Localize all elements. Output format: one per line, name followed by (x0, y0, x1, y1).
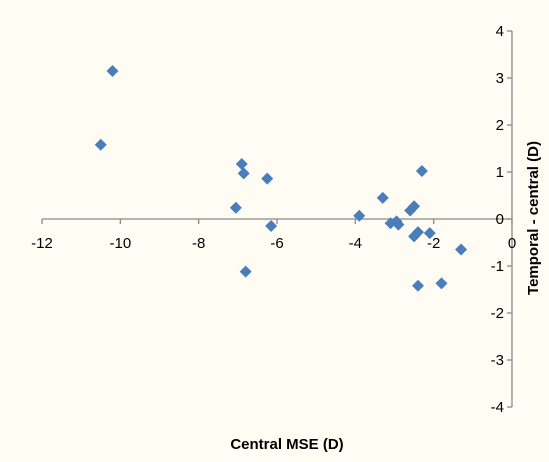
x-tick-label: -12 (31, 235, 53, 252)
y-tick-label: -4 (491, 399, 504, 416)
data-point-10 (376, 191, 389, 204)
x-tick-label: -2 (427, 235, 440, 252)
y-tick-label: 0 (496, 211, 504, 228)
data-point-17 (412, 226, 424, 239)
data-point-1 (106, 64, 119, 77)
data-point-21 (435, 277, 448, 290)
y-tick-label: 2 (496, 117, 504, 134)
data-point-9 (353, 209, 366, 222)
data-point-6 (229, 201, 242, 214)
data-point-4 (237, 167, 250, 180)
data-point-8 (239, 265, 252, 278)
data-point-2 (94, 138, 107, 151)
data-point-15 (408, 200, 421, 213)
data-points (94, 64, 468, 292)
x-axis-title: Central MSE (D) (230, 436, 343, 453)
x-tick-label: -4 (349, 235, 362, 252)
data-point-18 (415, 165, 428, 178)
y-tick-label: -1 (491, 258, 504, 275)
data-point-5 (261, 172, 274, 185)
x-tick-label: -6 (270, 235, 283, 252)
data-point-19 (423, 227, 436, 240)
x-tick-label: -10 (109, 235, 131, 252)
data-point-3 (235, 158, 248, 171)
y-tick-label: 4 (496, 23, 504, 40)
data-point-20 (412, 279, 424, 292)
y-tick-label: -3 (491, 352, 504, 369)
data-point-22 (455, 243, 468, 256)
y-tick-label: 3 (496, 70, 504, 87)
y-tick-label: -2 (491, 305, 504, 322)
x-tick-label: -8 (192, 235, 205, 252)
x-tick-label: 0 (508, 235, 516, 252)
data-point-13 (392, 218, 405, 231)
y-axis-title: Temporal - central (D) (525, 141, 542, 295)
data-point-7 (265, 220, 278, 233)
y-tick-label: 1 (496, 164, 504, 181)
